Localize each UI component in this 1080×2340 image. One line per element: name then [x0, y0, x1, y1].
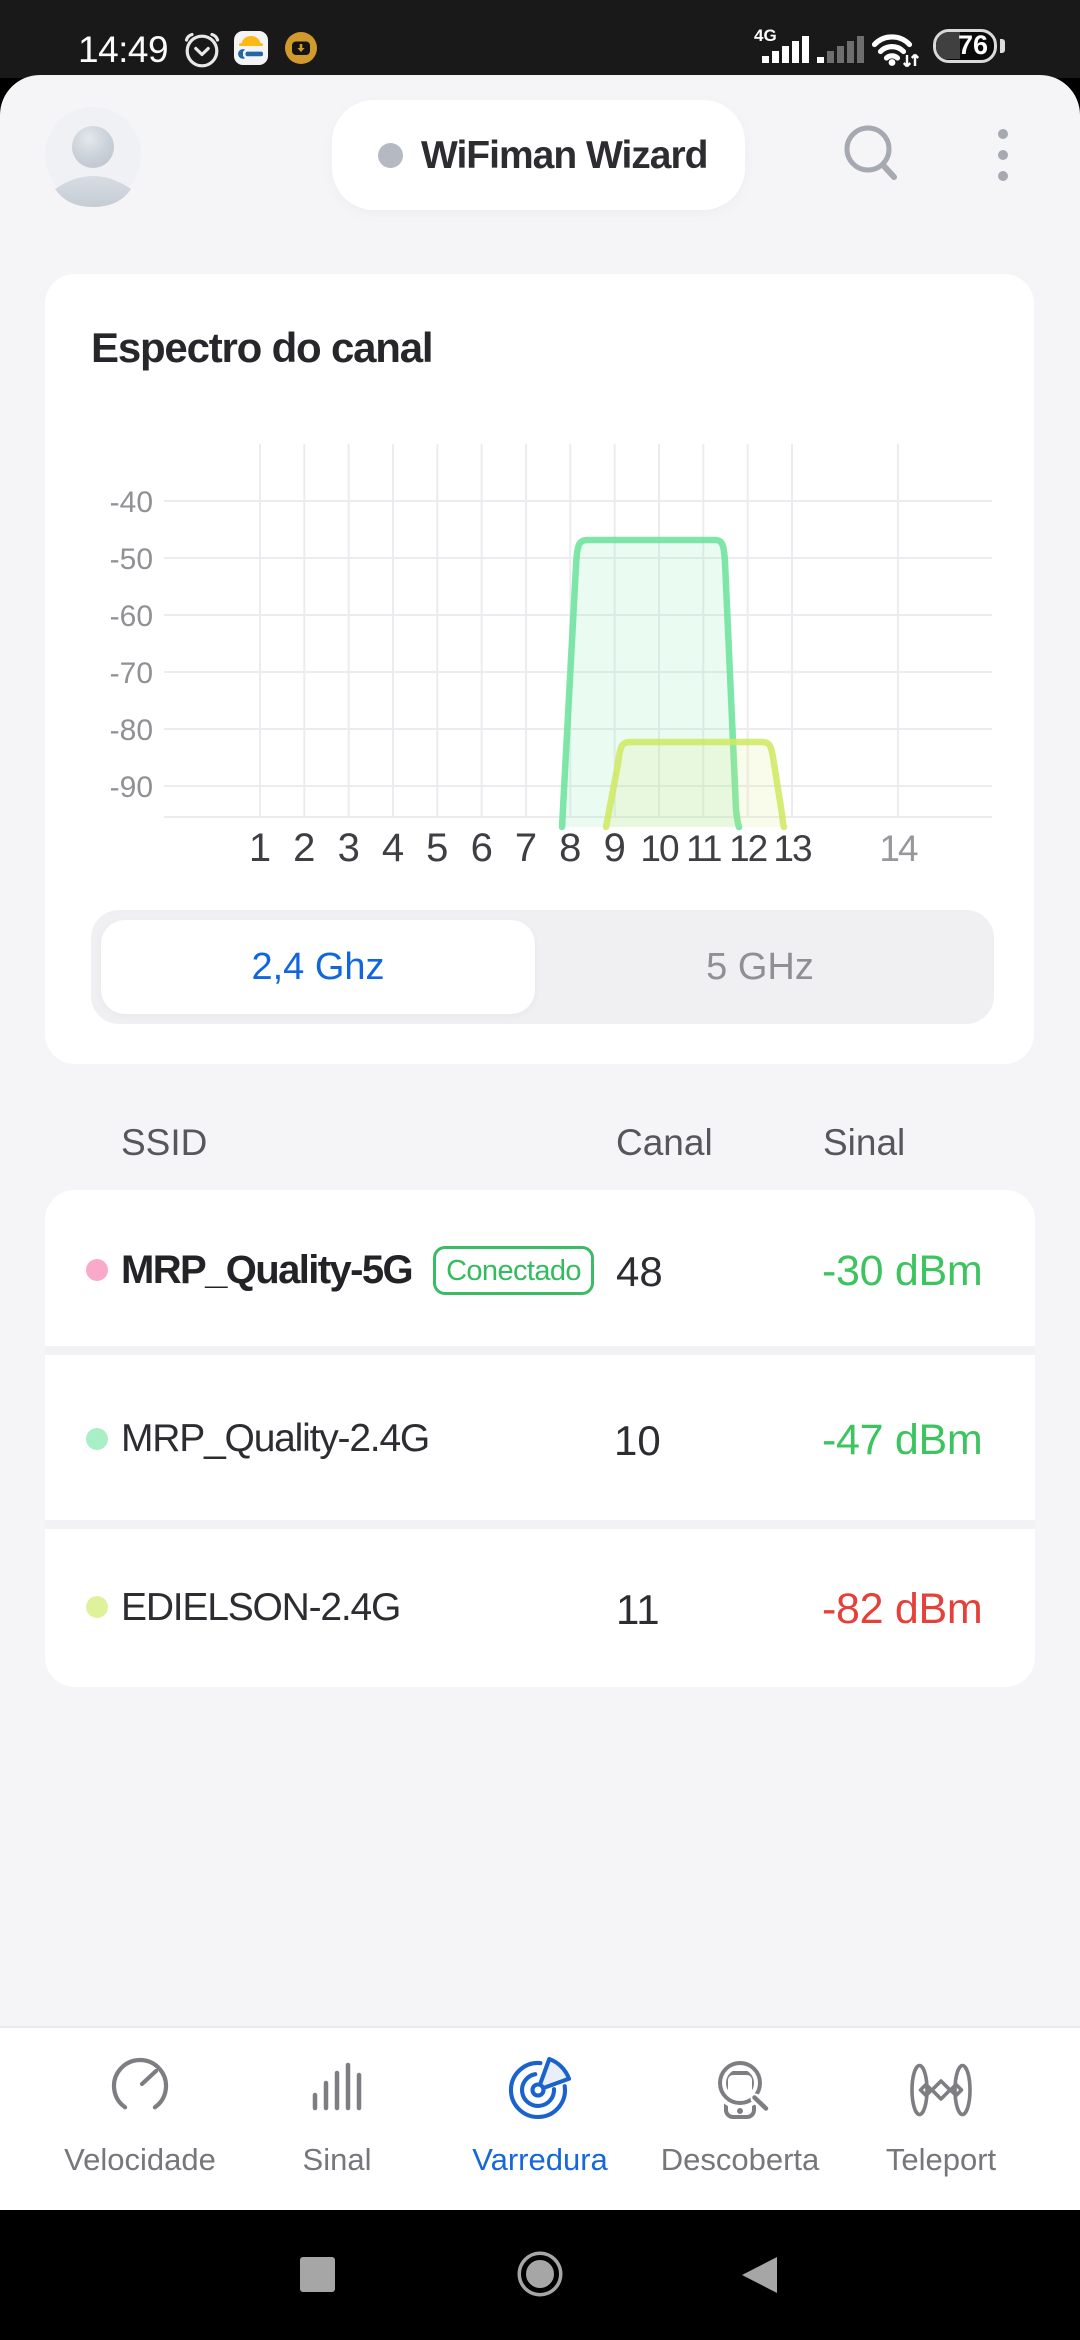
svg-text:5: 5 — [426, 826, 448, 870]
svg-text:-50: -50 — [110, 543, 153, 576]
svg-text:4: 4 — [382, 826, 404, 870]
svg-text:13: 13 — [773, 828, 811, 869]
svg-text:9: 9 — [604, 826, 626, 870]
svg-text:10: 10 — [640, 828, 679, 869]
svg-text:11: 11 — [686, 828, 721, 869]
svg-text:14: 14 — [879, 828, 918, 869]
svg-text:-80: -80 — [110, 714, 153, 747]
svg-text:-70: -70 — [110, 657, 153, 690]
svg-text:7: 7 — [515, 826, 537, 870]
svg-text:12: 12 — [729, 828, 767, 869]
svg-text:1: 1 — [249, 826, 271, 870]
svg-text:3: 3 — [338, 826, 360, 870]
svg-text:6: 6 — [471, 826, 493, 870]
svg-text:8: 8 — [559, 826, 581, 870]
svg-text:-60: -60 — [110, 600, 153, 633]
svg-text:2: 2 — [293, 826, 315, 870]
svg-text:-90: -90 — [110, 771, 153, 804]
svg-text:-40: -40 — [110, 486, 153, 519]
